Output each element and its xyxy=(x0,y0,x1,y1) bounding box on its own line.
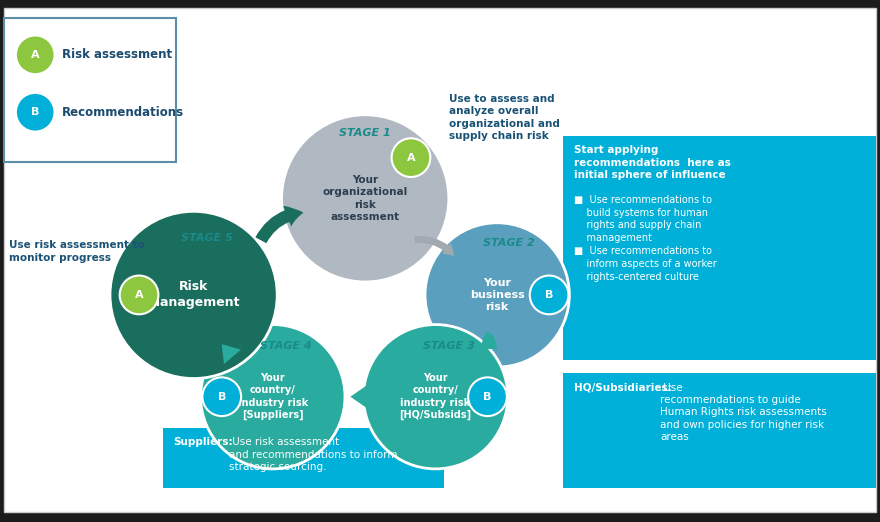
Text: STAGE 4: STAGE 4 xyxy=(260,340,312,351)
Text: Use risk assessment
and recommendations to inform
strategic sourcing.: Use risk assessment and recommendations … xyxy=(229,437,397,472)
Text: Use
recommendations to guide
Human Rights risk assessments
and own policies for : Use recommendations to guide Human Right… xyxy=(660,383,826,442)
Text: B: B xyxy=(31,107,40,117)
Ellipse shape xyxy=(201,325,345,469)
Text: Risk assessment: Risk assessment xyxy=(62,49,172,61)
Text: A: A xyxy=(135,290,143,300)
Text: STAGE 3: STAGE 3 xyxy=(423,340,474,351)
FancyBboxPatch shape xyxy=(4,8,876,512)
FancyBboxPatch shape xyxy=(563,136,876,360)
Text: HQ/Subsidiaries:: HQ/Subsidiaries: xyxy=(574,383,671,393)
Text: STAGE 1: STAGE 1 xyxy=(340,128,391,138)
Ellipse shape xyxy=(120,276,158,314)
Ellipse shape xyxy=(282,115,449,282)
Ellipse shape xyxy=(468,377,507,416)
Ellipse shape xyxy=(530,276,568,314)
FancyBboxPatch shape xyxy=(163,428,444,488)
Text: Recommendations: Recommendations xyxy=(62,106,184,118)
FancyBboxPatch shape xyxy=(563,373,876,488)
Text: ■  Use recommendations to
    build systems for human
    rights and supply chai: ■ Use recommendations to build systems f… xyxy=(574,195,716,281)
Text: Your
business
risk: Your business risk xyxy=(470,278,524,312)
Ellipse shape xyxy=(392,138,430,177)
Ellipse shape xyxy=(363,325,508,469)
Ellipse shape xyxy=(110,211,277,378)
Text: Start applying
recommendations  here as
initial sphere of influence: Start applying recommendations here as i… xyxy=(574,145,730,180)
Text: Your
country/
industry risk
[Suppliers]: Your country/ industry risk [Suppliers] xyxy=(238,373,308,420)
Ellipse shape xyxy=(202,377,241,416)
Text: A: A xyxy=(31,50,40,60)
Text: Your
organizational
risk
assessment: Your organizational risk assessment xyxy=(323,175,407,222)
FancyBboxPatch shape xyxy=(4,18,176,162)
Ellipse shape xyxy=(16,93,55,132)
Text: B: B xyxy=(483,392,492,402)
Text: Use risk assessment to
monitor progress: Use risk assessment to monitor progress xyxy=(9,240,144,263)
Text: Suppliers:: Suppliers: xyxy=(173,437,233,447)
Text: STAGE 5: STAGE 5 xyxy=(181,232,232,243)
Ellipse shape xyxy=(16,35,55,74)
Text: A: A xyxy=(407,152,415,163)
Text: Risk
management: Risk management xyxy=(147,280,240,310)
Text: Use to assess and
analyze overall
organizational and
supply chain risk: Use to assess and analyze overall organi… xyxy=(449,94,560,141)
Text: STAGE 2: STAGE 2 xyxy=(483,238,534,248)
Ellipse shape xyxy=(425,223,569,367)
Text: B: B xyxy=(545,290,554,300)
Text: B: B xyxy=(217,392,226,402)
Text: Your
country/
industry risk
[HQ/Subsids]: Your country/ industry risk [HQ/Subsids] xyxy=(400,373,472,420)
